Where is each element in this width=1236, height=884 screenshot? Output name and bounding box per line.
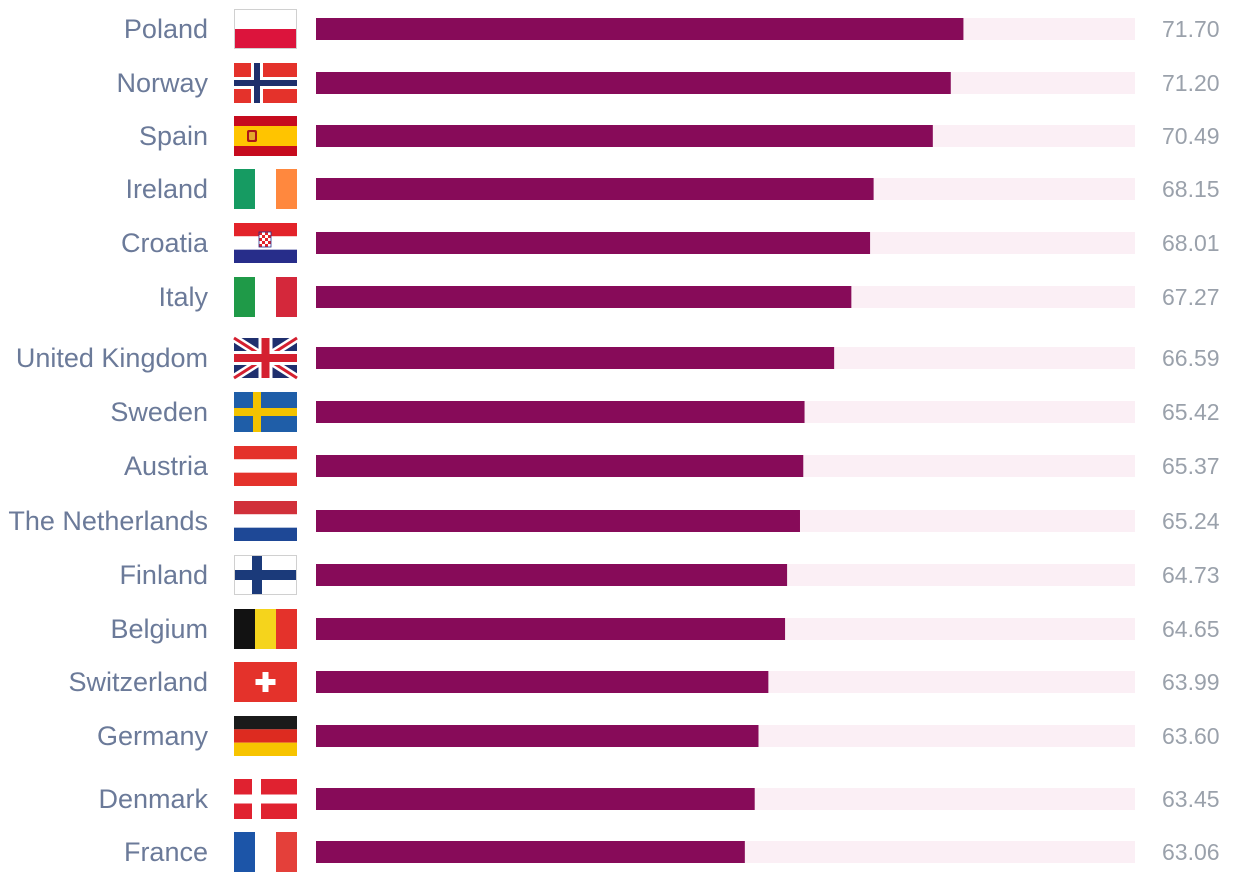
value-label: 63.45	[1162, 786, 1220, 812]
value-label: 68.15	[1162, 176, 1220, 202]
chart-row: Finland 64.73	[119, 555, 1220, 595]
country-label: Switzerland	[68, 667, 208, 697]
bar	[316, 72, 951, 94]
chart-row: The Netherlands 65.24	[8, 501, 1220, 541]
value-label: 63.60	[1162, 723, 1220, 749]
chart-row: Sweden 65.42	[110, 392, 1220, 432]
country-label: United Kingdom	[16, 343, 208, 373]
bar	[316, 286, 852, 308]
country-label: France	[124, 837, 208, 867]
austria-flag-icon	[234, 446, 297, 486]
belgium-flag-icon	[234, 609, 297, 649]
sweden-flag-icon	[234, 392, 297, 432]
norway-flag-icon	[234, 63, 297, 103]
country-label: Poland	[124, 14, 208, 44]
bar	[316, 788, 755, 810]
chart-row: Belgium 64.65	[110, 609, 1220, 649]
chart-row: Denmark 63.45	[98, 779, 1220, 819]
croatia-flag-icon	[234, 223, 297, 263]
bar	[316, 347, 835, 369]
chart-row: Ireland 68.15	[125, 169, 1220, 209]
bar	[316, 232, 871, 254]
bar	[316, 125, 933, 147]
chart-row: France 63.06	[124, 832, 1220, 872]
country-label: Germany	[97, 721, 209, 751]
country-label: The Netherlands	[8, 506, 208, 536]
spain-flag-icon	[234, 116, 297, 156]
france-flag-icon	[234, 832, 297, 872]
country-label: Spain	[139, 121, 208, 151]
value-label: 67.27	[1162, 284, 1220, 310]
value-label: 71.20	[1162, 70, 1220, 96]
netherlands-flag-icon	[234, 501, 297, 541]
bar	[316, 455, 804, 477]
bar	[316, 671, 769, 693]
bar	[316, 18, 964, 40]
bar	[316, 564, 788, 586]
poland-flag-icon	[234, 9, 297, 49]
chart-row: Germany 63.60	[97, 716, 1220, 756]
chart-row: Poland 71.70	[124, 9, 1220, 49]
value-label: 65.24	[1162, 508, 1220, 534]
value-label: 68.01	[1162, 230, 1220, 256]
country-label: Sweden	[110, 397, 208, 427]
value-label: 71.70	[1162, 16, 1220, 42]
country-label: Croatia	[121, 228, 209, 258]
chart-row: Croatia 68.01	[121, 223, 1220, 263]
bar	[316, 401, 805, 423]
country-label: Italy	[158, 282, 208, 312]
chart-row: United Kingdom 66.59	[16, 334, 1220, 382]
country-label: Norway	[116, 68, 208, 98]
value-label: 63.06	[1162, 839, 1220, 865]
chart-row: Austria 65.37	[124, 446, 1220, 486]
country-label: Belgium	[110, 614, 208, 644]
united-kingdom-flag-icon	[231, 334, 300, 382]
value-label: 63.99	[1162, 669, 1220, 695]
bar	[316, 178, 874, 200]
country-label: Denmark	[98, 784, 208, 814]
value-label: 66.59	[1162, 345, 1220, 371]
bar	[316, 841, 745, 863]
denmark-flag-icon	[234, 779, 297, 819]
country-label: Austria	[124, 451, 209, 481]
country-label: Ireland	[125, 174, 208, 204]
value-label: 65.37	[1162, 453, 1220, 479]
bar	[316, 618, 786, 640]
value-label: 64.65	[1162, 616, 1220, 642]
bar	[316, 725, 759, 747]
chart-row: Norway 71.20	[116, 63, 1220, 103]
ireland-flag-icon	[234, 169, 297, 209]
value-label: 65.42	[1162, 399, 1220, 425]
bar	[316, 510, 800, 532]
chart-row: Switzerland 63.99	[68, 662, 1220, 702]
value-label: 64.73	[1162, 562, 1220, 588]
value-label: 70.49	[1162, 123, 1220, 149]
chart-rows: Poland 71.70 Norway 71.20 Spain 70.49 Ireland 6…	[8, 9, 1220, 872]
chart-row: Spain 70.49	[139, 116, 1220, 156]
chart-row: Italy 67.27	[158, 277, 1220, 317]
germany-flag-icon	[234, 716, 297, 756]
finland-flag-icon	[234, 555, 297, 595]
italy-flag-icon	[234, 277, 297, 317]
switzerland-flag-icon	[234, 662, 297, 702]
country-label: Finland	[119, 560, 208, 590]
